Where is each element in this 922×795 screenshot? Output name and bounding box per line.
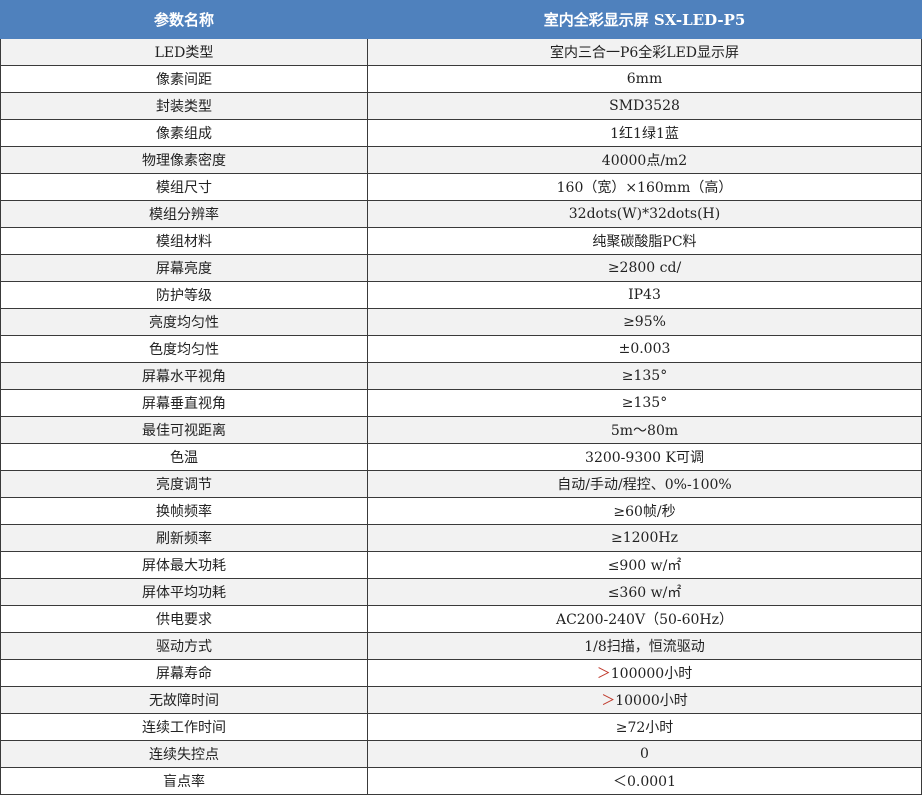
param-value-cell: ＞10000小时 [367,686,922,714]
param-value-cell: SMD3528 [367,92,922,120]
param-value-cell: ≥1200Hz [367,524,922,552]
param-name-cell: 色度均匀性 [0,335,368,363]
param-value-cell: ≥135° [367,362,922,390]
param-name-cell: 屏幕水平视角 [0,362,368,390]
param-value-cell: 160（宽）×160mm（高） [367,173,922,201]
table-row: 连续工作时间 ≥72小时 [0,713,922,741]
param-name-cell: 换帧频率 [0,497,368,525]
param-name-header: 参数名称 [0,0,368,39]
param-name-cell: 屏幕垂直视角 [0,389,368,417]
param-name-cell: 最佳可视距离 [0,416,368,444]
param-value-cell: ≥95% [367,308,922,336]
param-name-cell: 驱动方式 [0,632,368,660]
table-row: 像素间距 6mm [0,65,922,93]
table-row: 供电要求 AC200-240V（50-60Hz） [0,605,922,633]
param-value-cell: ≥135° [367,389,922,417]
param-name-cell: 连续失控点 [0,740,368,768]
param-name-cell: 亮度均匀性 [0,308,368,336]
table-row: 模组分辨率 32dots(W)*32dots(H) [0,200,922,228]
param-value-cell: 40000点/m2 [367,146,922,174]
param-value-cell: 室内三合一P6全彩LED显示屏 [367,38,922,66]
param-value-cell: 1红1绿1蓝 [367,119,922,147]
param-name-cell: 刷新频率 [0,524,368,552]
param-name-cell: 屏幕寿命 [0,659,368,687]
param-name-cell: 像素组成 [0,119,368,147]
product-header: 室内全彩显示屏 SX-LED-P5 [367,0,922,39]
param-name-cell: 亮度调节 [0,470,368,498]
table-row: 亮度均匀性 ≥95% [0,308,922,336]
param-name-cell: 模组分辨率 [0,200,368,228]
param-value-cell: 0 [367,740,922,768]
param-name-cell: 防护等级 [0,281,368,309]
param-value-cell: 32dots(W)*32dots(H) [367,200,922,228]
param-value-cell: ≤900 w/㎡ [367,551,922,579]
table-row: 无故障时间 ＞10000小时 [0,686,922,714]
param-name-cell: 屏体平均功耗 [0,578,368,606]
param-name-cell: 像素间距 [0,65,368,93]
table-row: 换帧频率 ≥60帧/秒 [0,497,922,525]
param-value-cell: 6mm [367,65,922,93]
param-name-cell: 模组尺寸 [0,173,368,201]
table-row: 模组尺寸 160（宽）×160mm（高） [0,173,922,201]
header-row: 参数名称 室内全彩显示屏 SX-LED-P5 [0,0,922,39]
table-row: 刷新频率 ≥1200Hz [0,524,922,552]
param-name-cell: 盲点率 [0,767,368,795]
param-name-cell: LED类型 [0,38,368,66]
param-name-cell: 模组材料 [0,227,368,255]
table-row: 像素组成 1红1绿1蓝 [0,119,922,147]
param-value-cell: 5m～80m [367,416,922,444]
table-row: 封装类型 SMD3528 [0,92,922,120]
table-row: 屏体平均功耗 ≤360 w/㎡ [0,578,922,606]
param-name-cell: 色温 [0,443,368,471]
table-row: 屏幕寿命 ＞100000小时 [0,659,922,687]
table-row: 屏幕水平视角 ≥135° [0,362,922,390]
param-value-cell: ＞100000小时 [367,659,922,687]
param-value-cell: 纯聚碳酸脂PC料 [367,227,922,255]
table-row: 防护等级 IP43 [0,281,922,309]
param-value-cell: ≤360 w/㎡ [367,578,922,606]
param-name-cell: 连续工作时间 [0,713,368,741]
table-row: 盲点率 ＜0.0001 [0,767,922,795]
param-name-cell: 物理像素密度 [0,146,368,174]
table-row: 连续失控点 0 [0,740,922,768]
param-name-cell: 封装类型 [0,92,368,120]
param-value-cell: 自动/手动/程控、0%-100% [367,470,922,498]
param-value-cell: 3200-9300 K可调 [367,443,922,471]
table-row: 模组材料 纯聚碳酸脂PC料 [0,227,922,255]
param-value-cell: 1/8扫描，恒流驱动 [367,632,922,660]
table-row: 色温 3200-9300 K可调 [0,443,922,471]
param-value-cell: ＜0.0001 [367,767,922,795]
param-value-cell: ≥60帧/秒 [367,497,922,525]
param-value-cell: IP43 [367,281,922,309]
table-row: 物理像素密度 40000点/m2 [0,146,922,174]
param-name-cell: 屏体最大功耗 [0,551,368,579]
param-value-cell: ±0.003 [367,335,922,363]
param-value-cell: ≥72小时 [367,713,922,741]
table-row: 最佳可视距离 5m～80m [0,416,922,444]
param-value-cell: ≥2800 cd/ [367,254,922,282]
table-row: LED类型 室内三合一P6全彩LED显示屏 [0,38,922,66]
param-name-cell: 屏幕亮度 [0,254,368,282]
table-row: 屏幕垂直视角 ≥135° [0,389,922,417]
table-row: 屏体最大功耗 ≤900 w/㎡ [0,551,922,579]
table-row: 驱动方式 1/8扫描，恒流驱动 [0,632,922,660]
table-row: 色度均匀性 ±0.003 [0,335,922,363]
param-name-cell: 无故障时间 [0,686,368,714]
table-row: 亮度调节 自动/手动/程控、0%-100% [0,470,922,498]
param-name-cell: 供电要求 [0,605,368,633]
table-row: 屏幕亮度 ≥2800 cd/ [0,254,922,282]
param-value-cell: AC200-240V（50-60Hz） [367,605,922,633]
